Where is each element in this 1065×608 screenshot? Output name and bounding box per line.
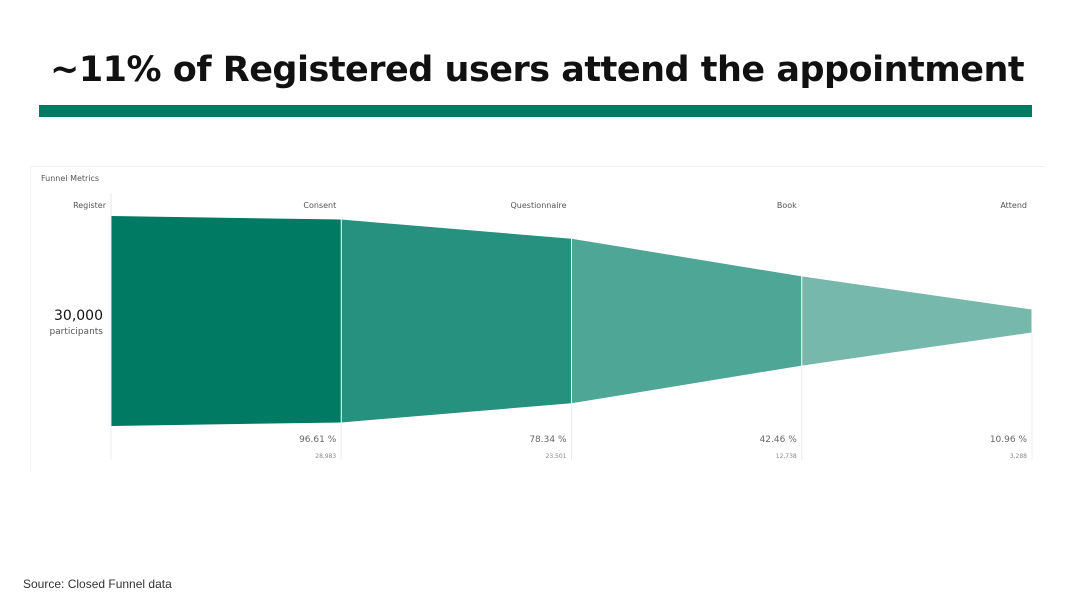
stage-label-attend: Attend [1000, 201, 1027, 210]
stage-label-questionnaire: Questionnaire [510, 201, 566, 210]
funnel-segment-consent [341, 219, 572, 423]
funnel-svg: Register Consent Questionnaire Book Attend 30… [49, 193, 1033, 460]
funnel-segment-questionnaire [571, 238, 802, 404]
source-note: Source: Closed Funnel data [23, 577, 172, 591]
percent-label-book: 42.46 % [760, 435, 798, 445]
funnel-chart: Funnel Metrics Register Consent Questionna… [30, 166, 1045, 472]
stage-label-register: Register [73, 201, 107, 210]
title-underline [39, 105, 1032, 117]
value-label-questionnaire: 23,501 [546, 453, 567, 460]
value-label-attend: 3,288 [1010, 453, 1027, 460]
page-title: ~11% of Registered users attend the appo… [50, 50, 1025, 90]
stage-label-book: Book [777, 201, 797, 210]
funnel-segment-register [111, 216, 342, 426]
value-label-book: 12,738 [776, 453, 797, 460]
percent-label-questionnaire: 78.34 % [529, 435, 567, 445]
start-unit: participants [49, 327, 103, 337]
percent-label-attend: 10.96 % [990, 435, 1028, 445]
value-label-consent: 28,983 [315, 453, 336, 460]
funnel-segment-book [801, 276, 1032, 366]
stage-label-consent: Consent [303, 201, 336, 210]
percent-label-consent: 96.61 % [299, 435, 337, 445]
start-value: 30,000 [54, 308, 103, 324]
chart-title: Funnel Metrics [41, 174, 100, 183]
